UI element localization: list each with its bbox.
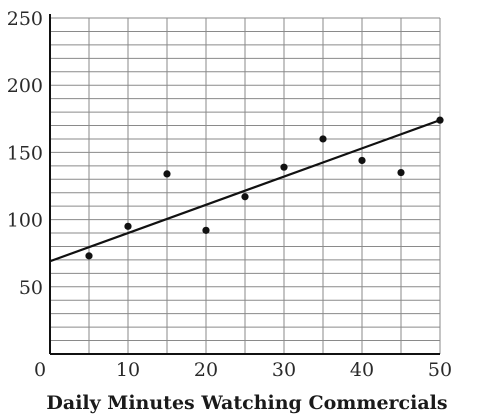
- y-tick-label: 100: [7, 210, 43, 232]
- data-point: [436, 116, 444, 124]
- y-tick-label: 50: [19, 277, 43, 299]
- tick-labels: 0 10 20 30 40 50 50 100 150 200 250: [7, 8, 452, 381]
- data-point: [163, 170, 171, 178]
- y-tick-label: 250: [7, 8, 43, 30]
- grid-lines: [50, 17, 441, 354]
- x-tick-label: 30: [272, 359, 296, 381]
- data-points: [85, 116, 444, 260]
- data-point: [358, 156, 366, 165]
- x-tick-label: 0: [34, 359, 46, 381]
- data-point: [124, 222, 132, 230]
- y-tick-label: 150: [7, 142, 43, 164]
- x-tick-label: 40: [350, 359, 374, 381]
- data-point: [241, 193, 249, 201]
- trend-line: [49, 119, 441, 263]
- x-tick-label: 50: [428, 359, 452, 381]
- y-tick-label: 200: [7, 75, 43, 97]
- data-point: [85, 252, 93, 260]
- x-tick-label: 10: [116, 359, 140, 381]
- data-point: [280, 163, 288, 171]
- data-point: [202, 226, 210, 234]
- axes: [49, 14, 440, 355]
- x-tick-label: 20: [194, 359, 218, 381]
- data-point: [397, 168, 405, 177]
- data-point: [319, 135, 327, 143]
- x-axis-title: Daily Minutes Watching Commercials: [46, 392, 447, 414]
